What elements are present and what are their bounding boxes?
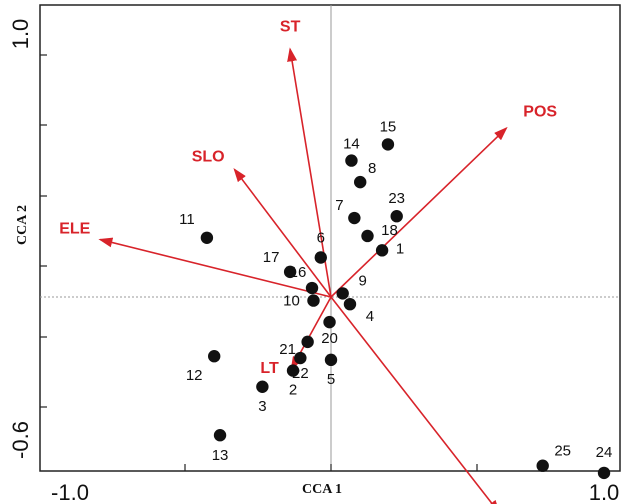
vector-label-slo: SLO [192, 149, 225, 166]
vector-arrow-ele [98, 237, 332, 298]
plot-frame [39, 4, 621, 472]
vector-label-lt: LT [260, 360, 279, 377]
site-label-1: 1 [396, 240, 404, 257]
site-label-7: 7 [335, 197, 343, 214]
site-label-23: 23 [388, 190, 405, 207]
site-points: 1234567891011121314151617181920212223242… [179, 118, 613, 480]
site-point-18 [361, 229, 374, 243]
site-point-21 [301, 335, 314, 349]
vector-arrow-asp [330, 296, 501, 504]
site-point-20 [323, 315, 336, 329]
site-point-4 [343, 297, 357, 311]
site-point-7 [348, 211, 361, 225]
site-point-2 [286, 364, 300, 377]
site-point-12 [208, 350, 221, 363]
y-axis-title: CCA 2 [15, 205, 30, 245]
site-label-10: 10 [283, 293, 300, 310]
x-tick-label-left: -1.0 [51, 480, 89, 504]
site-point-9 [336, 287, 349, 300]
site-point-23 [390, 210, 403, 223]
site-point-13 [213, 429, 227, 442]
y-tick-label-top: 1.0 [8, 19, 33, 50]
site-point-25 [536, 459, 549, 472]
vector-label-st: ST [280, 18, 301, 35]
site-point-24 [597, 466, 611, 480]
site-label-20: 20 [321, 330, 338, 347]
site-label-4: 4 [366, 308, 374, 325]
site-label-17: 17 [263, 249, 280, 266]
site-label-3: 3 [258, 398, 266, 415]
site-label-12: 12 [186, 367, 203, 384]
vector-label-pos: POS [523, 103, 557, 120]
site-label-13: 13 [212, 447, 229, 464]
x-tick-label-right: 1.0 [589, 480, 620, 504]
site-label-9: 9 [359, 272, 367, 289]
site-label-25: 25 [554, 443, 571, 460]
site-point-22 [294, 351, 307, 365]
site-label-2: 2 [289, 382, 297, 399]
site-point-10 [307, 294, 320, 307]
site-label-18: 18 [381, 222, 398, 239]
plot-area-border [39, 4, 621, 472]
site-label-6: 6 [317, 230, 325, 247]
y-tick-label-bottom: -0.6 [8, 421, 33, 459]
site-point-6 [314, 251, 327, 264]
site-point-17 [283, 265, 297, 279]
site-point-5 [324, 353, 338, 367]
site-label-8: 8 [368, 160, 376, 177]
environmental-vectors: POSSTSLOELELTASP [59, 18, 557, 504]
site-label-21: 21 [279, 341, 296, 358]
x-axis-title: CCA 1 [302, 482, 342, 497]
site-label-24: 24 [596, 444, 613, 461]
site-label-11: 11 [179, 211, 195, 228]
vector-arrow-pos [330, 126, 508, 298]
site-point-3 [256, 380, 269, 393]
site-point-14 [345, 154, 358, 167]
site-point-8 [354, 175, 367, 189]
site-label-5: 5 [327, 371, 335, 388]
site-label-22: 22 [292, 365, 309, 382]
site-label-14: 14 [343, 136, 360, 153]
site-point-1 [375, 244, 389, 257]
site-point-16 [305, 281, 319, 295]
vector-arrow-slo [233, 167, 332, 298]
site-label-15: 15 [380, 118, 397, 135]
vector-label-ele: ELE [59, 221, 90, 238]
axis-ticks [40, 54, 478, 471]
site-point-11 [200, 231, 214, 244]
site-point-15 [381, 138, 395, 151]
